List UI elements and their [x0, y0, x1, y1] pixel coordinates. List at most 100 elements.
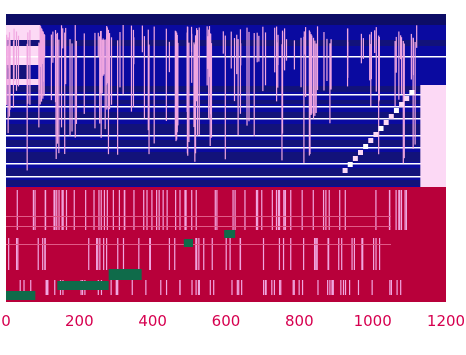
upper-stripe [208, 26, 211, 77]
row-separator-5 [6, 147, 446, 149]
lower-stripe [313, 238, 316, 270]
lower-stripe [115, 280, 117, 295]
lower-stripe [143, 190, 145, 230]
lower-stripe [280, 280, 282, 295]
lower-stripe [351, 238, 353, 270]
lower-stripe [197, 280, 200, 295]
upper-stripe [308, 30, 310, 156]
lower-stripe [341, 238, 343, 270]
x-tick-label: 800 [285, 312, 314, 330]
lower-stripe [195, 238, 197, 270]
lower-stripe [213, 280, 215, 295]
upper-stripe [300, 37, 302, 88]
lower-stripe [389, 280, 391, 295]
upper-stripe [194, 35, 197, 154]
lower-line-0 [6, 216, 391, 217]
upper-stripe [262, 26, 264, 92]
lower-stripe [278, 238, 281, 270]
lower-stripe [389, 190, 391, 230]
upper-stripe [54, 30, 57, 103]
upper-stripe [208, 29, 210, 119]
lower-stripe [271, 280, 273, 295]
lower-stripe [45, 280, 48, 295]
x-tick-label: 600 [212, 312, 241, 330]
lower-stripe [315, 238, 317, 270]
lower-stripe [211, 238, 213, 270]
lower-stripe [236, 280, 238, 295]
dark-band-3 [6, 112, 446, 118]
diagonal-cell [358, 150, 363, 155]
upper-stripe [224, 35, 226, 160]
x-axis: 0 200 400 600 800 1000 1200 [1, 312, 465, 330]
lower-stripe [103, 190, 106, 230]
upper-stripe [239, 29, 242, 114]
upper-stripe [277, 34, 279, 66]
diagonal-cell [373, 132, 379, 137]
lower-stripe [209, 280, 211, 295]
upper-stripe [9, 40, 11, 110]
upper-stripe [311, 35, 313, 114]
upper-stripe [168, 41, 170, 73]
lower-stripe [58, 190, 60, 230]
dark-band-8 [6, 180, 446, 186]
left-pink-strip [6, 79, 40, 85]
upper-stripe [117, 40, 119, 155]
lower-stripe [8, 238, 10, 270]
upper-stripe [52, 31, 54, 63]
lower-stripe [396, 280, 398, 295]
upper-stripe [99, 36, 101, 124]
upper-stripe [196, 28, 198, 102]
upper-stripe [303, 36, 305, 163]
lower-stripe [264, 280, 267, 295]
upper-stripe [108, 33, 111, 110]
lower-stripe [30, 280, 32, 295]
diagonal-cell [383, 120, 389, 125]
upper-stripe [312, 37, 315, 119]
diagonal-cell [342, 168, 348, 173]
upper-stripe [191, 33, 193, 83]
upper-stripe [194, 44, 196, 162]
lower-stripe [73, 190, 75, 230]
upper-stripe [398, 31, 400, 100]
upper-stripe [274, 27, 276, 73]
lower-stripe [138, 238, 140, 270]
lower-stripe [232, 190, 234, 230]
upper-stripe [83, 33, 85, 114]
upper-stripe [100, 30, 102, 138]
dark-band-5 [6, 140, 446, 146]
upper-stripe [143, 36, 146, 119]
lower-stripe [375, 238, 377, 270]
lower-stripe [339, 190, 341, 230]
lower-stripe [54, 190, 56, 230]
upper-stripe [375, 27, 377, 92]
lower-stripe [265, 280, 267, 295]
upper-stripe [378, 38, 380, 155]
lower-stripe [282, 238, 285, 270]
row-separator-3 [6, 118, 446, 120]
upper-stripe [62, 28, 64, 49]
upper-stripe [40, 28, 43, 102]
upper-stripe [148, 44, 150, 155]
upper-stripe [210, 43, 213, 138]
x-tick-label: 400 [138, 312, 167, 330]
upper-stripe [281, 32, 284, 134]
lower-stripe [149, 238, 151, 270]
lower-stripe [93, 190, 95, 230]
upper-stripe [104, 39, 106, 130]
lower-stripe [283, 190, 285, 230]
lower-stripe [342, 280, 345, 295]
upper-stripe [240, 43, 242, 66]
lower-stripe [331, 280, 334, 295]
diagonal-cell [388, 114, 394, 119]
upper-stripe [360, 33, 362, 64]
upper-stripe [370, 31, 372, 80]
lower-stripe [278, 190, 281, 230]
lower-stripe [37, 238, 39, 270]
lower-stripe [303, 238, 305, 270]
upper-stripe [110, 37, 113, 105]
upper-stripe [395, 36, 397, 73]
lower-stripe [122, 238, 125, 270]
lower-stripe [400, 190, 403, 230]
lower-stripe [317, 280, 319, 295]
